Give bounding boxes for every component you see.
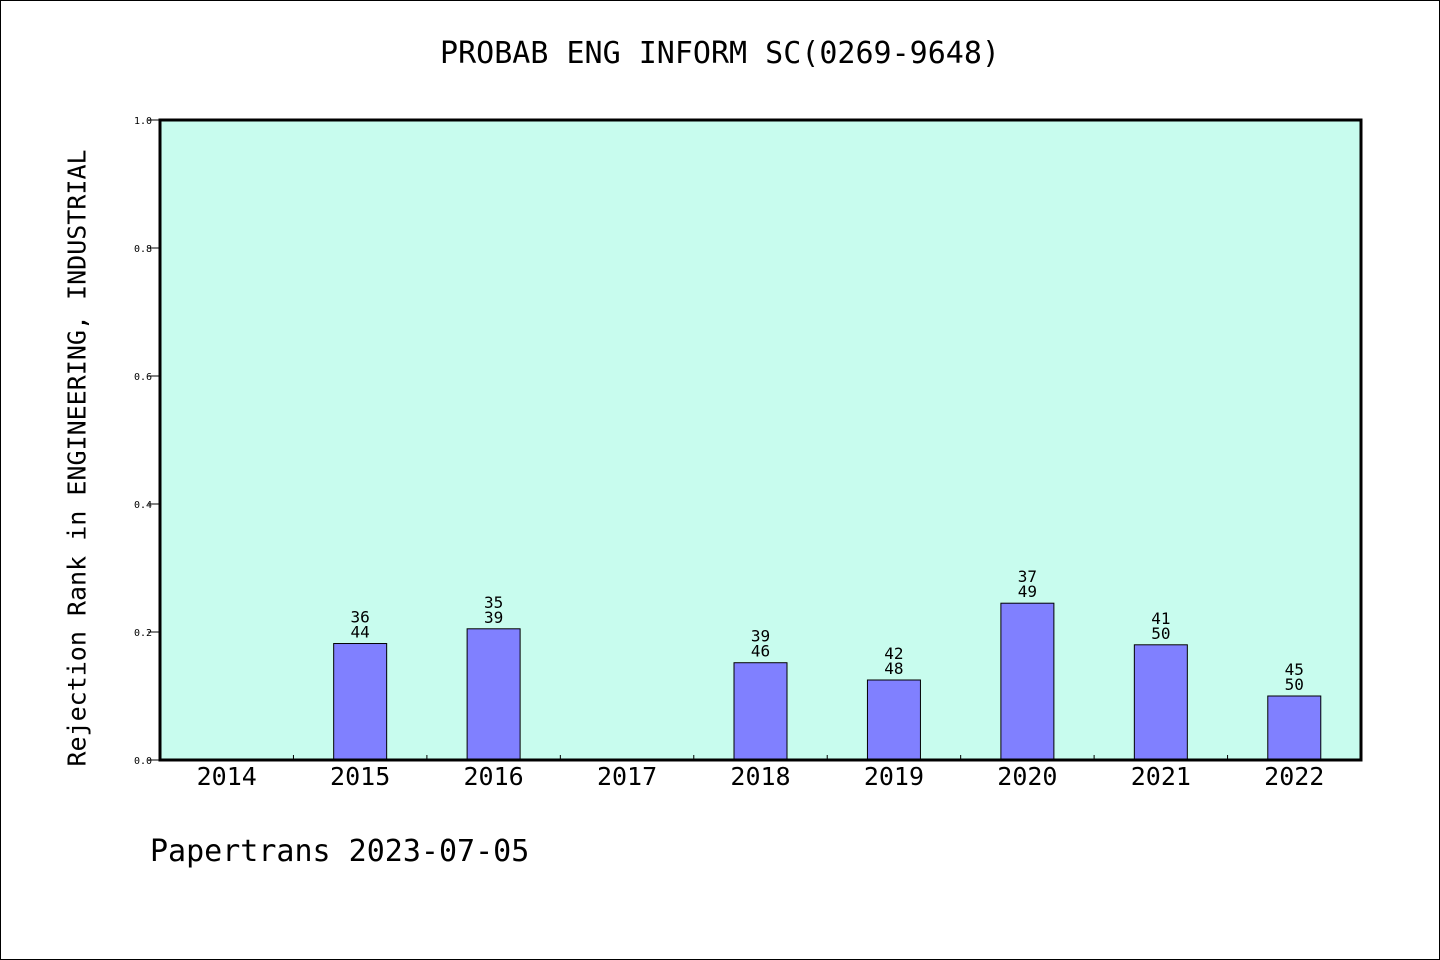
bar-label: 39 bbox=[751, 627, 770, 646]
bar-label: 50 bbox=[1151, 624, 1170, 643]
x-tick-label: 2022 bbox=[1264, 762, 1324, 791]
bar-label: 49 bbox=[1018, 582, 1037, 601]
x-tick-label: 2017 bbox=[597, 762, 657, 791]
bar-2022[interactable] bbox=[1267, 695, 1322, 761]
y-tick-label: 0.2 bbox=[134, 628, 152, 639]
bar-label: 50 bbox=[1285, 675, 1304, 694]
bar-2020[interactable] bbox=[1000, 602, 1055, 761]
bar-label: 39 bbox=[484, 608, 503, 627]
bar-label: 35 bbox=[484, 593, 503, 612]
y-tick-label: 0.8 bbox=[134, 244, 152, 255]
y-tick-label: 0.6 bbox=[134, 372, 152, 383]
bar-2015[interactable] bbox=[333, 643, 388, 761]
x-tick-label: 2019 bbox=[864, 762, 924, 791]
y-tick-label: 0.4 bbox=[134, 500, 152, 511]
bar-label: 45 bbox=[1285, 660, 1304, 679]
bar-label: 44 bbox=[351, 623, 370, 642]
y-tick-label: 0.0 bbox=[134, 756, 152, 767]
footer-credit: Papertrans 2023-07-05 bbox=[150, 834, 530, 869]
bar-2019[interactable] bbox=[866, 679, 921, 761]
x-tick-label: 2015 bbox=[330, 762, 390, 791]
bar-2018[interactable] bbox=[733, 662, 788, 761]
x-tick-label: 2014 bbox=[197, 762, 257, 791]
bar-label: 36 bbox=[351, 608, 370, 627]
y-tick-label: 1.0 bbox=[134, 116, 152, 127]
x-tick-label: 2016 bbox=[464, 762, 524, 791]
bar-label: 37 bbox=[1018, 567, 1037, 586]
bar-label: 46 bbox=[751, 642, 770, 661]
bar-label: 42 bbox=[884, 644, 903, 663]
x-tick-label: 2020 bbox=[997, 762, 1057, 791]
x-tick-label: 2021 bbox=[1131, 762, 1191, 791]
bar-label: 48 bbox=[884, 659, 903, 678]
bar-2021[interactable] bbox=[1133, 644, 1188, 761]
plot-border bbox=[158, 118, 1363, 762]
bar-2016[interactable] bbox=[466, 628, 521, 761]
bar-label: 41 bbox=[1151, 609, 1170, 628]
chart-title: PROBAB ENG INFORM SC(0269-9648) bbox=[440, 36, 1000, 71]
x-tick-label: 2018 bbox=[730, 762, 790, 791]
